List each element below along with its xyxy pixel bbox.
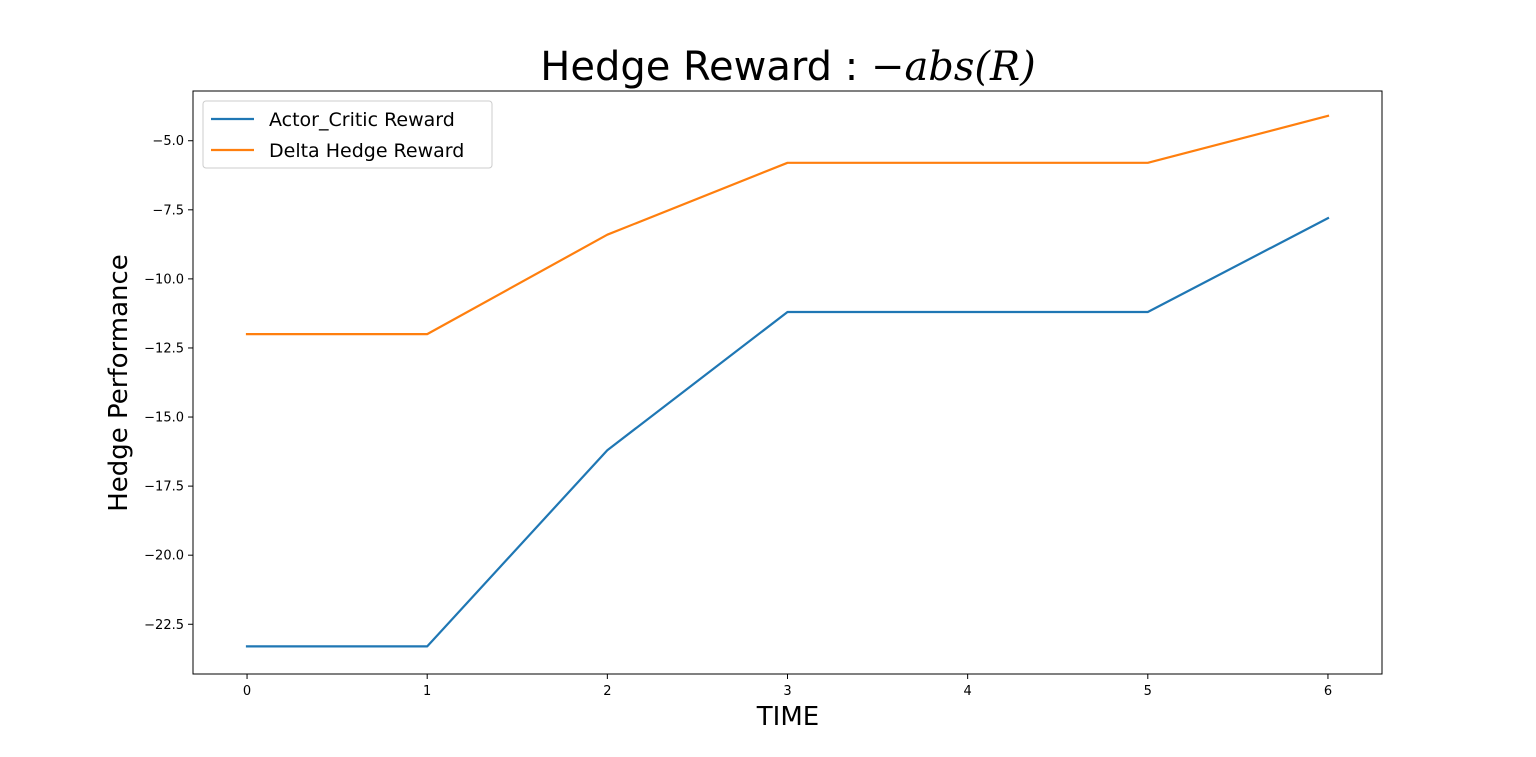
series-line-2 — [245, 114, 1330, 336]
chart-title-text: Hedge Reward : — [540, 44, 871, 90]
plot-area — [245, 114, 1330, 648]
y-tick-label: −20.0 — [144, 549, 184, 564]
legend-entry-1: Actor_Critic Reward — [269, 109, 455, 131]
y-axis-label: Hedge Performance — [104, 254, 134, 512]
x-tick-label: 5 — [1144, 684, 1152, 699]
plot-frame — [192, 90, 1383, 675]
y-tick-label: −7.5 — [152, 203, 184, 218]
y-tick-label: −10.0 — [144, 272, 184, 287]
series-line-1 — [245, 216, 1330, 648]
x-tick-label: 6 — [1324, 684, 1332, 699]
legend-box — [202, 100, 493, 169]
x-tick-label: 1 — [423, 684, 431, 699]
x-tick-label: 4 — [964, 684, 972, 699]
x-tick-label: 0 — [243, 684, 251, 699]
x-tick-label: 3 — [783, 684, 791, 699]
x-axis-label: TIME — [756, 702, 819, 732]
y-tick-label: −15.0 — [144, 411, 184, 426]
y-tick-label: −22.5 — [144, 618, 184, 633]
x-tick-label: 2 — [603, 684, 611, 699]
y-tick-label: −12.5 — [144, 341, 184, 356]
y-tick-label: −17.5 — [144, 480, 184, 495]
axes: 0 1 2 3 4 5 6 −5.0 −7.5 −10.0 −12.5 −15.0 −17.5 −20.0… — [144, 90, 1383, 699]
chart-title-math: −abs(R) — [871, 44, 1036, 90]
chart-title: Hedge Reward : −abs(R) — [540, 44, 1036, 90]
legend: Actor_Critic Reward Delta Hedge Reward — [202, 100, 493, 169]
y-tick-label: −5.0 — [152, 134, 184, 149]
legend-entry-2: Delta Hedge Reward — [269, 140, 464, 162]
